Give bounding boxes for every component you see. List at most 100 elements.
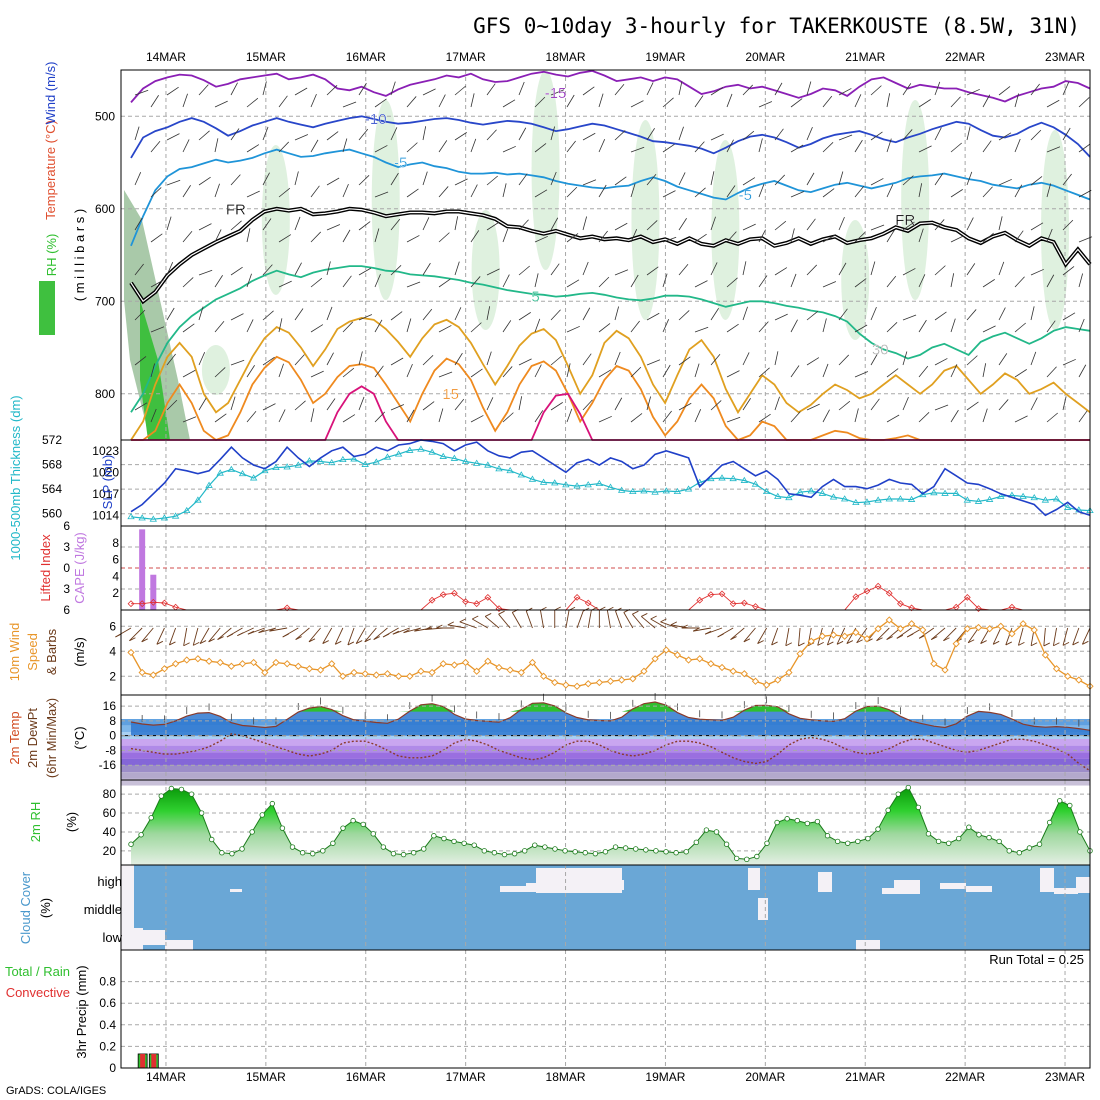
cape-tick-label: 8 [112,536,119,550]
rh-marker [622,845,629,851]
wind-speed-marker [406,672,414,680]
wind-barb [403,627,422,634]
slp-tick-label: 1023 [92,444,119,458]
upper-barb [1062,358,1076,366]
wind-barb-feather [498,610,505,615]
lifted-index-marker [127,600,135,608]
upper-barb [838,134,853,141]
date-label-bottom: 15MAR [246,1070,286,1084]
upper-barb [662,273,668,288]
li-tick-label: 3 [63,540,70,554]
rh-marker [350,817,356,824]
rh-marker [209,836,215,843]
wind-barb [269,627,288,632]
upper-barb [374,228,380,243]
upper-barb [566,94,575,108]
upper-barb [406,235,420,243]
wind-speed-marker [629,675,637,683]
upper-barb [294,216,301,231]
thickness-marker [740,476,749,483]
wind-speed-marker [930,660,938,668]
rh-marker [602,849,609,855]
upper-barb [342,321,354,333]
upper-barb [502,320,512,333]
wind-barb [641,616,656,629]
lifted-index-marker [897,600,904,608]
wind-barb-feather [827,641,834,646]
wind-speed-marker [807,637,815,645]
upper-barb [566,186,578,198]
upper-barb [486,351,492,366]
thickness-tick-label: 564 [42,482,62,496]
lifted-index-marker [283,604,291,612]
li-tick-label: 0 [63,561,70,575]
cloud-clear-patch [856,940,880,950]
upper-barb [374,411,386,423]
upper-barb [422,262,431,276]
upper-barb [822,363,829,378]
upper-barb [1078,318,1085,333]
upper-barb [166,353,176,366]
rh-marker [521,848,528,854]
date-label-top: 14MAR [146,50,186,64]
wind-speed-marker [919,626,927,634]
upper-barb [1078,189,1092,198]
upper-barb [182,185,191,198]
rh-shade [261,145,290,295]
upper-barb [694,409,702,423]
thickness-marker [651,488,659,495]
wind-barb-feather [335,640,342,645]
upper-barb [550,126,556,141]
upper-barb [134,309,146,321]
upper-barb [550,309,561,321]
wind-barb-feather [269,627,276,632]
upper-barb [982,186,993,198]
rh-marker [845,840,851,846]
rh-marker [693,839,700,846]
upper-barb [966,217,974,231]
thickness-marker [484,461,492,468]
upper-barb [582,216,588,231]
upper-barb [278,141,290,153]
thickness-marker [874,496,882,503]
upper-barb [1030,129,1042,141]
instability-grid [121,526,1090,610]
upper-barb [310,370,324,378]
upper-barb [854,139,863,153]
rh-marker [370,831,376,837]
rh-tick-label: 60 [103,806,117,820]
date-label-top: 21MAR [845,50,885,64]
upper-barb [726,370,740,378]
upper-barb [886,93,891,108]
rh-marker [279,825,286,831]
upper-barb [214,321,225,333]
wind-speed-marker [361,670,369,678]
rh-marker [178,786,185,793]
rh-marker [471,842,477,848]
wind-barb [876,627,890,642]
thickness-marker [261,466,269,474]
thickness-marker [249,474,258,481]
wind-barb-feather [992,640,1000,645]
upper-barb [822,234,836,243]
upper-barb [726,185,736,198]
temp-tick-label: -16 [99,758,117,772]
upper-barb [438,371,453,378]
wind-speed-marker [863,635,871,643]
precip-series [137,1053,159,1069]
upper-barb [774,396,780,411]
rh-marker [663,849,669,855]
thickness-marker [428,448,436,455]
thickness-marker [1030,493,1038,501]
thickness-marker [171,512,180,519]
upper-barb [310,93,317,108]
thickness-marker [952,489,960,496]
rh-marker [592,850,599,857]
pressure-ticks: 500 600 700 800 [95,109,115,401]
wind-speed-marker [829,631,838,639]
upper-barb [998,216,1003,231]
rh-marker [532,842,538,848]
upper-barb [182,277,194,288]
rh-marker [1067,802,1073,809]
cloud-clear-patch [604,880,624,890]
